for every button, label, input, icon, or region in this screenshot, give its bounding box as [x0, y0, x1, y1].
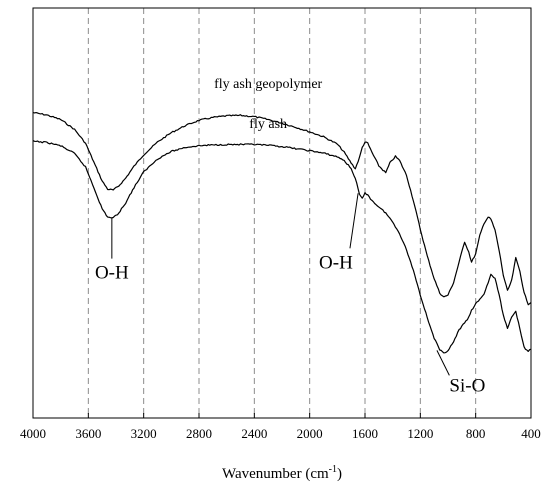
x-tick-label-1200: 1200 — [407, 426, 433, 441]
x-axis-label-superscript: -1 — [329, 464, 337, 475]
x-tick-label-1600: 1600 — [352, 426, 378, 441]
x-tick-label-3600: 3600 — [75, 426, 101, 441]
annotation-label-1: O-H — [95, 263, 129, 284]
x-tick-label-4000: 4000 — [20, 426, 46, 441]
annotation-label-2: O-H — [319, 252, 353, 273]
annotation-leader-2 — [349, 193, 359, 249]
x-axis-label: Wavenumber (cm-1) — [222, 464, 342, 482]
annotations: fly ash geopolymer fly ash O-H O-H Si-O — [95, 77, 485, 396]
x-tick-label-2400: 2400 — [241, 426, 267, 441]
x-tick-label-3200: 3200 — [131, 426, 157, 441]
x-tick-label-800: 800 — [466, 426, 486, 441]
annotation-label-3: Si-O — [449, 375, 485, 396]
series-line-fly-ash-geopolymer — [32, 111, 532, 306]
series-lines — [32, 111, 532, 354]
x-ticks: 4000 3600 3200 2800 2400 2000 1600 1200 800 400 — [20, 413, 541, 441]
series-label-fly-ash: fly ash — [249, 117, 287, 132]
plot-frame — [32, 7, 532, 419]
series-line-fly-ash — [32, 140, 532, 354]
x-tick-label-2800: 2800 — [186, 426, 212, 441]
annotation-leader-3 — [436, 350, 450, 376]
x-tick-label-400: 400 — [521, 426, 541, 441]
series-label-fly-ash-geopolymer: fly ash geopolymer — [214, 77, 322, 92]
grid-lines — [87, 8, 477, 418]
x-tick-label-2000: 2000 — [297, 426, 323, 441]
